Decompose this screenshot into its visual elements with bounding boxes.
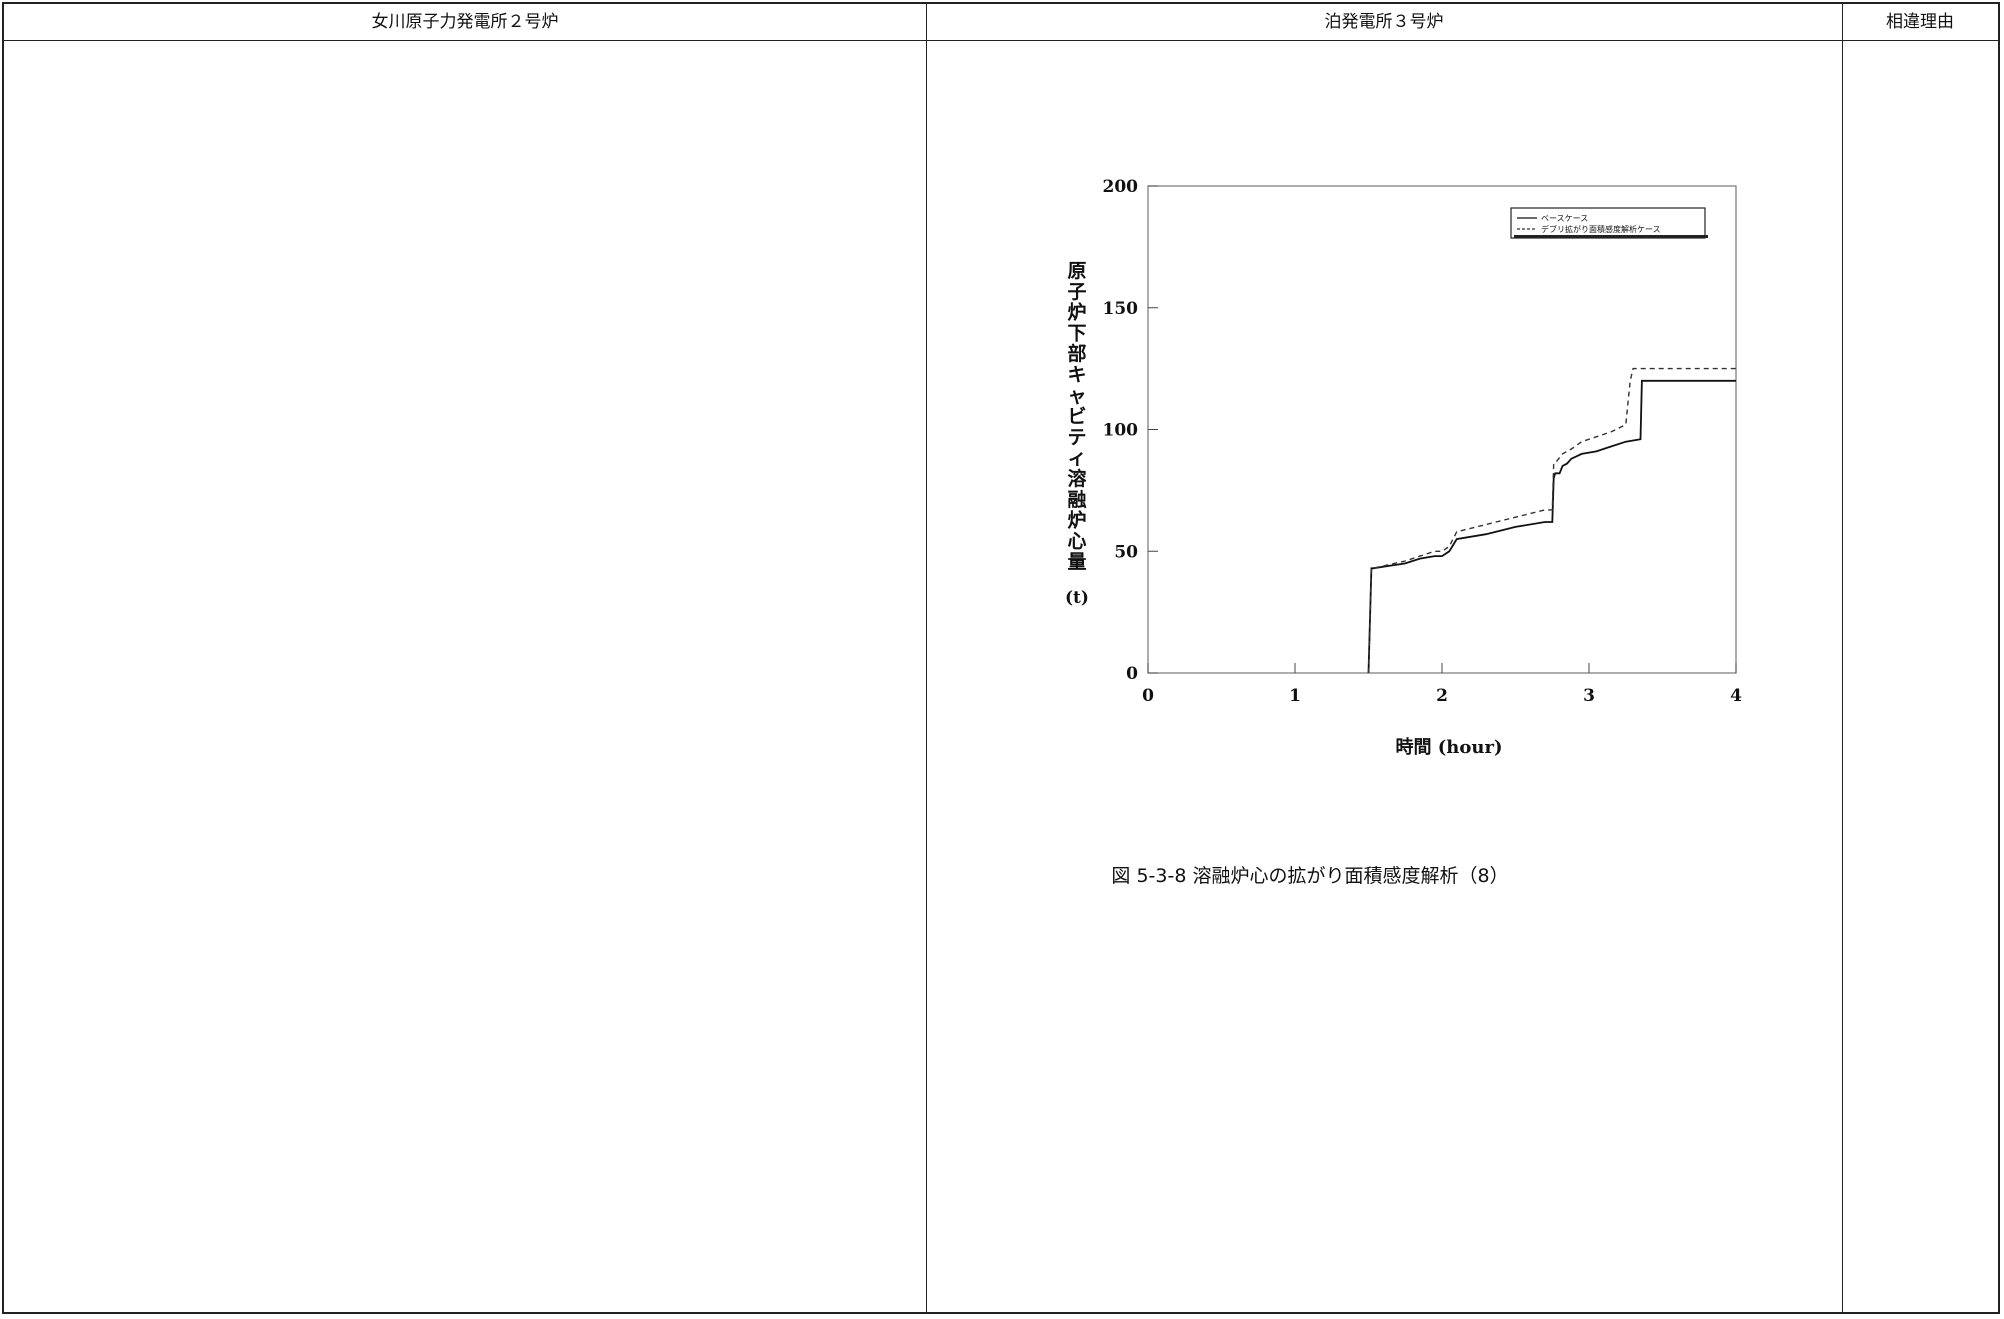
plot-area xyxy=(1147,185,1737,674)
y-tick-label: 50 xyxy=(1114,542,1138,562)
y-axis-label-char: 炉 xyxy=(1067,301,1086,324)
y-axis-label-char: ィ xyxy=(1067,447,1086,469)
y-axis-label-char: キ xyxy=(1067,364,1086,386)
y-tick-label: 0 xyxy=(1126,664,1138,684)
y-axis-label-char: 心 xyxy=(1067,530,1086,552)
legend-shadow xyxy=(1514,235,1708,238)
y-axis-label-char: ャ xyxy=(1067,385,1086,407)
y-axis-label-char: 子 xyxy=(1067,281,1086,303)
y-axis-label-char: 原 xyxy=(1067,260,1086,282)
header-reason: 相違理由 xyxy=(1886,12,1954,32)
y-axis-label-char: 部 xyxy=(1067,342,1086,365)
x-tick-label: 0 xyxy=(1142,686,1154,706)
series-line-0 xyxy=(1367,379,1736,674)
header-onagawa: 女川原子力発電所２号炉 xyxy=(371,12,559,32)
header-divider xyxy=(4,40,1998,41)
x-axis-label: 時間 (hour) xyxy=(1396,737,1503,758)
y-axis-label-char: テ xyxy=(1067,426,1086,448)
x-tick-label: 1 xyxy=(1289,686,1301,706)
y-tick-label: 100 xyxy=(1103,421,1139,441)
x-tick-label: 3 xyxy=(1583,686,1595,706)
y-axis-label-char: 下 xyxy=(1067,322,1086,344)
y-tick-label: 200 xyxy=(1103,177,1139,197)
y-tick-label: 150 xyxy=(1103,299,1139,319)
y-axis-unit: (t) xyxy=(1065,588,1089,608)
x-tick-label: 2 xyxy=(1436,686,1448,706)
figure-caption: 図 5-3-8 溶融炉心の拡がり面積感度解析（8） xyxy=(1111,865,1509,887)
y-axis-label-char: 溶 xyxy=(1067,467,1086,490)
legend-label: デブリ拡がり面積感度解析ケース xyxy=(1541,224,1661,234)
series-line-1 xyxy=(1367,367,1736,674)
header-tomari: 泊発電所３号炉 xyxy=(1324,12,1444,32)
y-axis-label-char: 量 xyxy=(1067,551,1086,573)
y-axis-label-char: 融 xyxy=(1067,489,1086,511)
y-axis-label-char: ビ xyxy=(1067,406,1086,428)
x-tick-label: 4 xyxy=(1730,686,1742,706)
column-divider-1 xyxy=(926,4,927,1312)
y-axis-label-char: 炉 xyxy=(1067,509,1086,532)
legend-box xyxy=(1510,207,1706,239)
column-divider-2 xyxy=(1842,4,1843,1312)
melt-amount-chart: 0 50 100 150 200 0 1 2 3 4 ベースケースデブリ拡がり面積感度解析ケース原子… xyxy=(1065,177,1742,758)
legend-label: ベースケース xyxy=(1541,214,1588,223)
